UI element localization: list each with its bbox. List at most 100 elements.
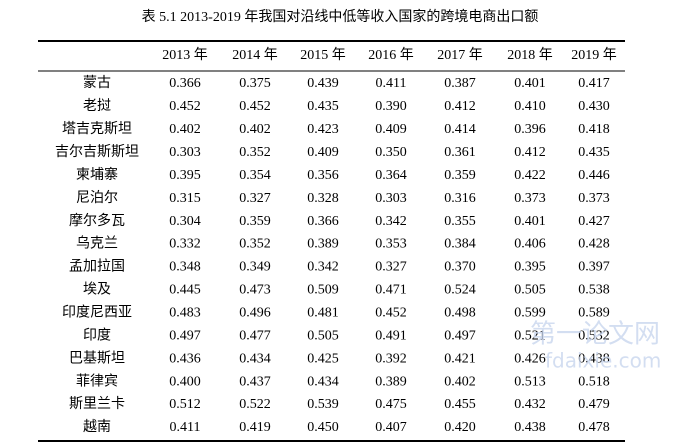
cell: 0.481 [307,306,339,321]
cell: 0.387 [444,76,476,91]
cell: 0.359 [444,168,476,183]
cell: 0.348 [169,260,201,275]
column-header: 2013 年 [162,47,208,63]
cell: 0.401 [514,214,546,229]
row-label: 尼泊尔 [76,190,118,206]
cell: 0.539 [307,397,339,412]
cell: 0.435 [307,99,339,114]
cell: 0.401 [514,76,546,91]
cell: 0.435 [578,145,610,160]
cell: 0.417 [578,76,610,91]
cell: 0.512 [169,397,201,412]
cell: 0.450 [307,420,339,435]
cell: 0.352 [239,237,271,252]
cell: 0.390 [375,99,407,114]
cell: 0.522 [239,397,271,412]
row-label: 柬埔寨 [76,166,118,183]
cell: 0.364 [375,168,407,183]
row-label: 巴基斯坦 [69,349,125,366]
cell: 0.524 [444,283,476,298]
cell: 0.411 [170,420,201,435]
cell: 0.452 [375,306,407,321]
cell: 0.438 [514,420,546,435]
cell: 0.432 [514,397,546,412]
cell: 0.425 [307,351,339,366]
cell: 0.434 [239,351,271,366]
cell: 0.427 [578,214,610,229]
cell: 0.402 [169,122,201,137]
row-label: 吉尔吉斯斯坦 [55,144,139,160]
cell: 0.414 [444,122,476,137]
cell: 0.406 [514,237,546,252]
cell: 0.402 [444,374,476,389]
column-header: 2019 年 [571,47,617,63]
row-label: 蒙古 [83,75,111,91]
row-label: 塔吉克斯坦 [62,121,132,137]
cell: 0.538 [578,283,610,298]
row-label: 摩尔多瓦 [69,212,125,229]
cell: 0.497 [444,328,476,343]
cell: 0.473 [239,283,271,298]
cell: 0.396 [514,122,546,137]
row-label: 印度 [83,327,111,343]
cell: 0.491 [375,328,407,343]
cell: 0.483 [169,306,201,321]
cell: 0.430 [578,99,610,114]
cell: 0.350 [375,145,407,160]
cell: 0.445 [169,283,201,298]
cell: 0.471 [375,283,407,298]
cell: 0.407 [375,420,407,435]
cell: 0.518 [578,374,610,389]
row-label: 孟加拉国 [69,259,125,275]
cell: 0.434 [307,374,339,389]
row-label: 越南 [83,419,111,435]
cell: 0.384 [444,237,476,252]
cell: 0.498 [444,306,476,321]
cell: 0.509 [307,283,339,298]
cell: 0.359 [239,214,271,229]
cell: 0.532 [578,328,610,343]
cell: 0.505 [514,283,546,298]
cell: 0.366 [169,76,201,91]
cell: 0.303 [169,145,201,160]
column-header: 2015 年 [300,47,346,63]
cell: 0.423 [307,122,339,137]
cell: 0.410 [514,99,546,114]
cell: 0.315 [169,191,201,206]
cell: 0.373 [514,191,546,206]
cell: 0.361 [444,145,476,160]
cell: 0.428 [578,237,610,252]
cell: 0.353 [375,237,407,252]
cell: 0.370 [444,260,476,275]
cell: 0.409 [307,145,339,160]
cell: 0.409 [375,122,407,137]
cell: 0.426 [514,351,546,366]
cell: 0.402 [239,122,271,137]
cell: 0.332 [169,237,201,252]
row-label: 乌克兰 [76,236,118,252]
cell: 0.395 [169,168,201,183]
cell: 0.373 [578,191,610,206]
cell: 0.342 [307,260,339,275]
cell: 0.452 [239,99,271,114]
cell: 0.328 [307,191,339,206]
column-header: 2017 年 [437,47,483,63]
cell: 0.452 [169,99,201,114]
cell: 0.521 [514,328,546,343]
row-label: 老挝 [83,98,111,114]
cell: 0.327 [239,191,271,206]
cell: 0.366 [307,214,339,229]
cell: 0.478 [578,420,610,435]
cell: 0.389 [375,374,407,389]
cell: 0.479 [578,397,610,412]
cell: 0.419 [239,420,271,435]
cell: 0.475 [375,397,407,412]
cell: 0.505 [307,328,339,343]
column-header: 2018 年 [507,47,553,63]
column-header: 2014 年 [232,47,278,63]
watermark-url: fdaixie.com [545,349,661,373]
cell: 0.327 [375,260,407,275]
cell: 0.421 [444,351,476,366]
cell: 0.438 [578,351,610,366]
